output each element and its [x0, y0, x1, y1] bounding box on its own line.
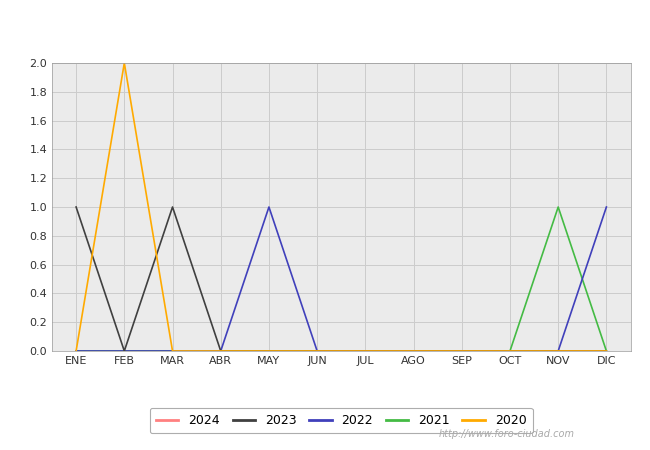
Legend: 2024, 2023, 2022, 2021, 2020: 2024, 2023, 2022, 2021, 2020: [150, 408, 533, 433]
Text: http://www.foro-ciudad.com: http://www.foro-ciudad.com: [439, 429, 575, 439]
Text: Matriculaciones de Vehiculos en Aldeanueva del Codonal: Matriculaciones de Vehiculos en Aldeanue…: [88, 18, 562, 36]
